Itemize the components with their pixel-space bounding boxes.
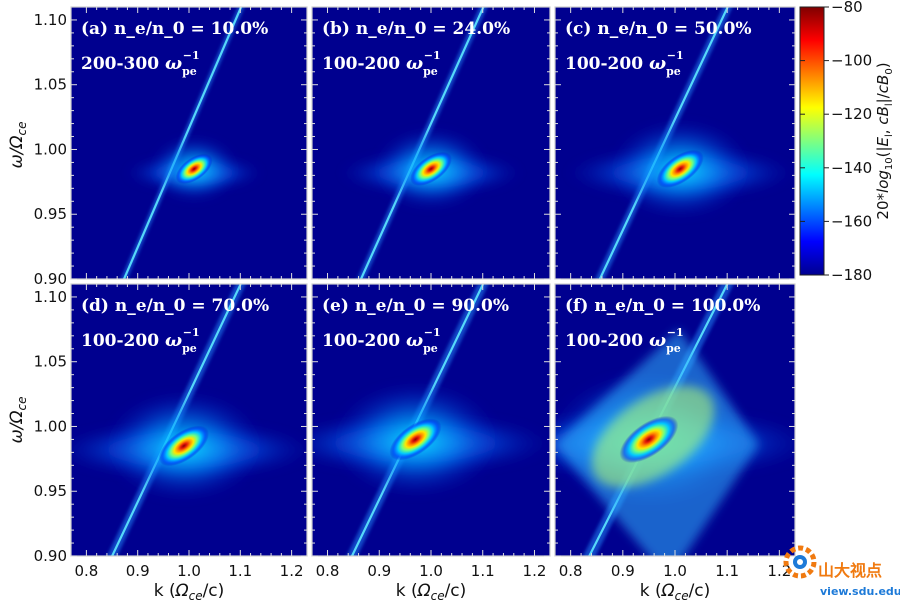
sdu-logo-icon <box>783 545 817 579</box>
power-peak <box>656 149 704 188</box>
watermark-url: view.sdu.edu.cn <box>820 585 900 598</box>
panel-ticks <box>555 284 795 557</box>
panel-d-time: 100-200 ωpe−1 <box>81 326 200 355</box>
colorbar-tick-label: −100 <box>831 52 872 70</box>
colorbar-gradient <box>799 6 825 276</box>
panel-c-time: 100-200 ωpe−1 <box>565 49 684 78</box>
panel-e-time: 100-200 ωpe−1 <box>322 326 441 355</box>
panel-b-ratio: (b) n_e/n_0 = 24.0% <box>322 19 510 39</box>
x-tick-label: 0.9 <box>367 562 391 580</box>
panel-ticks <box>312 284 550 557</box>
y-tick-label: 0.90 <box>34 547 67 565</box>
x-axis-title: k (Ωce/c) <box>396 581 467 600</box>
x-tick-label: 1.0 <box>419 562 443 580</box>
x-tick-label: 0.9 <box>611 562 635 580</box>
axes: 0.900.951.001.051.100.900.951.001.051.10… <box>34 11 792 580</box>
power-peak <box>619 415 679 464</box>
y-tick-label: 0.90 <box>34 270 67 288</box>
x-tick-label: 0.8 <box>74 562 98 580</box>
y-tick-label: 1.05 <box>34 76 67 94</box>
panel-c-ratio: (c) n_e/n_0 = 50.0% <box>565 19 752 39</box>
panel-f-time: 100-200 ωpe−1 <box>565 326 684 355</box>
panel-a-ratio: (a) n_e/n_0 = 10.0% <box>81 19 268 39</box>
panels: (a) n_e/n_0 = 10.0% 200-300 ωpe−1 (b) n_e/… <box>70 6 796 557</box>
panel-ticks <box>71 284 307 557</box>
svg-text:20*log10(|El, cBl|/cB0): 20*log10(|El, cBl|/cB0) <box>874 62 895 219</box>
x-tick-label: 1.0 <box>663 562 687 580</box>
panel-ticks <box>555 7 795 280</box>
panel-f: (f) n_e/n_0 = 100.0% 100-200 ωpe−1 <box>554 283 796 557</box>
x-tick-label: 0.9 <box>126 562 150 580</box>
svg-text:ω/Ωce: ω/Ωce <box>7 122 29 169</box>
y-tick-label: 1.00 <box>34 417 67 435</box>
x-tick-label: 1.2 <box>280 562 304 580</box>
y-tick-label: 1.10 <box>34 288 67 306</box>
panel-d: (d) n_e/n_0 = 70.0% 100-200 ωpe−1 <box>70 283 308 557</box>
watermark-name: 山大视点 <box>818 561 882 580</box>
panel-d-ratio: (d) n_e/n_0 = 70.0% <box>81 296 269 316</box>
y-tick-label: 1.05 <box>34 353 67 371</box>
colorbar-tick-label: −160 <box>831 212 872 230</box>
panel-ticks <box>312 7 550 280</box>
panel-f-ratio: (f) n_e/n_0 = 100.0% <box>565 296 760 316</box>
y-tick-label: 1.10 <box>34 11 67 29</box>
y-tick-label: 0.95 <box>34 482 67 500</box>
colorbar: −80 −100 −120 −140 −160 −180 20*log10(|El, cB… <box>799 0 895 284</box>
panel-b: (b) n_e/n_0 = 24.0% 100-200 ωpe−1 <box>311 6 551 280</box>
power-peak <box>175 153 213 184</box>
colorbar-tick-label: −180 <box>831 266 872 284</box>
y-axis-title-bottom: ω/Ωce <box>7 397 29 444</box>
x-tick-label: 1.1 <box>471 562 495 580</box>
panel-e-ratio: (e) n_e/n_0 = 90.0% <box>322 296 509 316</box>
watermark: 山大视点 view.sdu.edu.cn <box>783 545 900 598</box>
power-peak <box>158 425 209 467</box>
colorbar-tick-label: −120 <box>831 105 872 123</box>
x-tick-label: 1.2 <box>767 562 791 580</box>
panel-e: (e) n_e/n_0 = 90.0% 100-200 ωpe−1 <box>311 283 551 557</box>
colorbar-label: 20*log10(|El, cBl|/cB0) <box>874 62 895 219</box>
panel-ticks <box>71 7 307 280</box>
x-tick-label: 0.8 <box>559 562 583 580</box>
y-axis-title-top: ω/Ωce <box>7 122 29 169</box>
x-tick-label: 1.1 <box>228 562 252 580</box>
x-axis-title: k (Ωce/c) <box>154 581 225 600</box>
x-tick-label: 1.2 <box>523 562 547 580</box>
y-tick-label: 0.95 <box>34 205 67 223</box>
svg-text:ω/Ωce: ω/Ωce <box>7 397 29 444</box>
x-tick-label: 1.0 <box>177 562 201 580</box>
panel-a-time: 200-300 ωpe−1 <box>81 49 200 78</box>
panel-c: (c) n_e/n_0 = 50.0% 100-200 ωpe−1 <box>554 6 796 280</box>
x-axis-titles: k (Ωce/c) k (Ωce/c) k (Ωce/c) <box>154 581 711 600</box>
panel-b-time: 100-200 ωpe−1 <box>322 49 441 78</box>
power-peak <box>410 151 452 186</box>
power-peak <box>389 418 442 461</box>
colorbar-tick-label: −80 <box>831 0 863 16</box>
x-tick-label: 0.8 <box>316 562 340 580</box>
colorbar-ticks: −80 −100 −120 −140 −160 −180 <box>800 0 872 284</box>
panel-a: (a) n_e/n_0 = 10.0% 200-300 ωpe−1 <box>70 6 308 280</box>
x-tick-label: 1.1 <box>715 562 739 580</box>
y-tick-label: 1.00 <box>34 140 67 158</box>
colorbar-tick-label: −140 <box>831 159 872 177</box>
x-axis-title: k (Ωce/c) <box>640 581 711 600</box>
